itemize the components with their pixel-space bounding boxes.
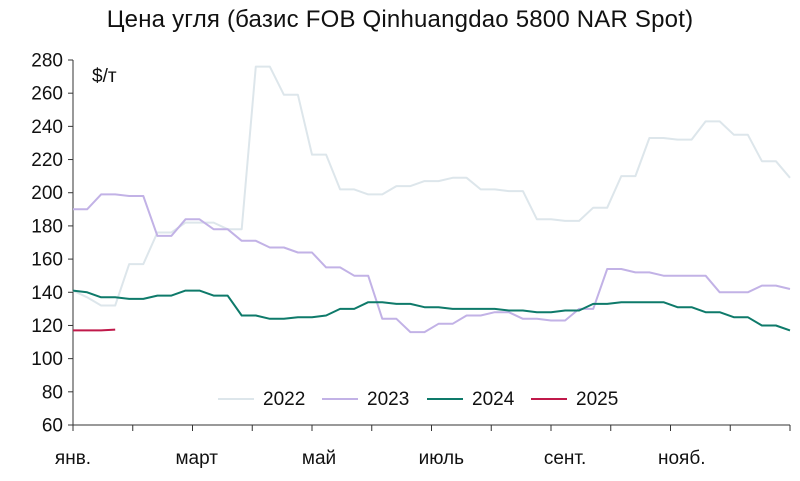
- y-tick-label: 200: [31, 183, 63, 204]
- series-line-2023: [73, 193, 791, 334]
- series-lines: [72, 65, 791, 334]
- y-tick-label: 260: [31, 84, 63, 105]
- legend-label-2024: 2024: [472, 389, 515, 410]
- y-tick-label: 220: [31, 150, 63, 171]
- x-tick-label: июль: [419, 448, 465, 469]
- chart-title: Цена угля (базис FOB Qinhuangdao 5800 NA…: [106, 6, 694, 33]
- y-tick-label: 240: [31, 117, 63, 138]
- series-line-2022: [72, 65, 791, 307]
- legend: 2022 2023 2024 2025: [218, 389, 618, 410]
- y-tick-label: 140: [31, 283, 63, 304]
- x-tick-label: март: [175, 448, 218, 469]
- x-tick-label: нояб.: [658, 448, 706, 469]
- legend-label-2022: 2022: [263, 389, 305, 410]
- y-tick-label: 80: [42, 382, 63, 403]
- y-tick-label: 60: [42, 416, 63, 437]
- y-unit-label: $/т: [92, 66, 117, 87]
- legend-label-2025: 2025: [576, 389, 618, 410]
- x-tick-label: сент.: [544, 448, 586, 469]
- series-line-2025: [73, 328, 116, 332]
- y-tick-label: 280: [31, 51, 63, 72]
- series-line-2024: [72, 289, 791, 332]
- y-tick-label: 100: [31, 349, 63, 370]
- legend-label-2023: 2023: [367, 389, 409, 410]
- y-tick-label: 120: [31, 316, 63, 337]
- x-tick-label: янв.: [55, 448, 91, 469]
- y-tick-label: 180: [31, 216, 63, 237]
- y-tick-label: 160: [31, 250, 63, 271]
- axes: 60 80 100 120 140 160 180 200 220 240 260 280 янв. ма…: [31, 51, 791, 469]
- x-tick-label: май: [302, 448, 336, 469]
